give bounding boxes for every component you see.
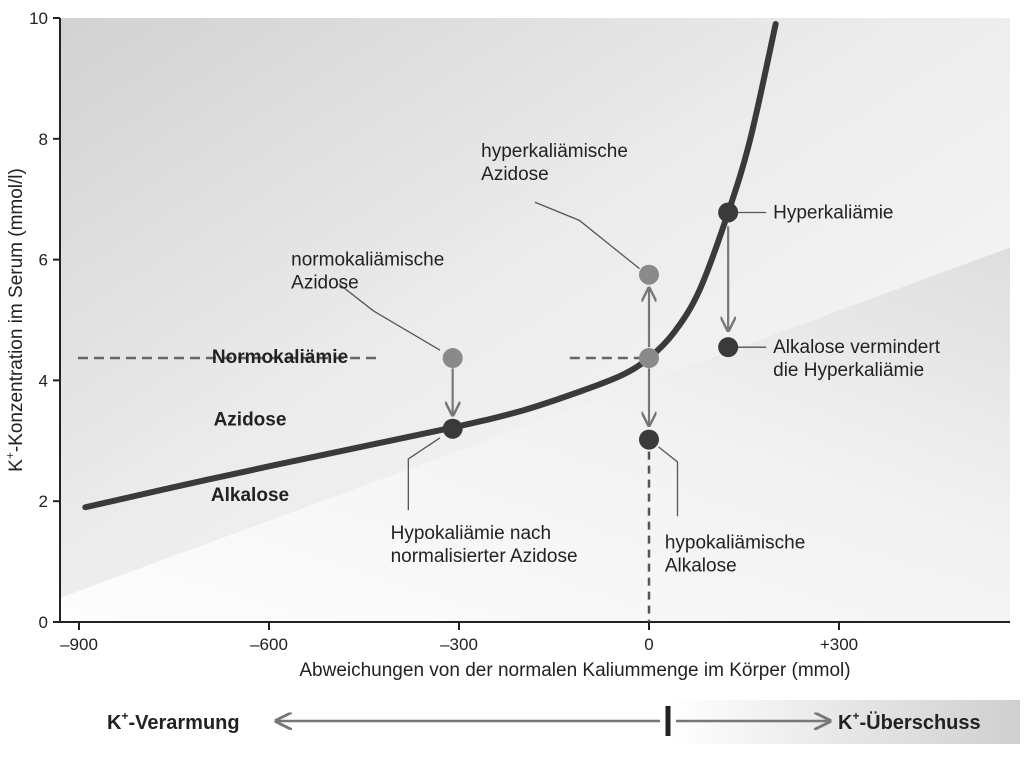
annotation-hypokaliaemie-nach: Hypokaliämie nach normalisierter Azidose: [391, 523, 578, 567]
x-tick-label: –300: [440, 635, 478, 654]
region-label-azidose: Azidose: [214, 410, 287, 431]
point-hypo-nach-azidose: [442, 418, 463, 439]
y-axis-title-sup: +: [3, 452, 17, 459]
data-points: [442, 202, 739, 450]
annotation-line: Hyperkaliämie: [773, 202, 893, 223]
point-hyper-azidose: [639, 264, 659, 285]
y-axis-title-prefix: K: [6, 459, 27, 472]
point-alkalose-vermindert: [718, 337, 739, 358]
axes: 0 2 4 6 8 10 –900 –600 –300 0 +300: [29, 9, 1010, 654]
x-tick-label: 0: [644, 635, 653, 654]
annotation-line: Alkalose: [665, 555, 737, 576]
verarmung-label: K+-Verarmung: [107, 709, 240, 734]
annotation-hyperkaliaemie: Hyperkaliämie: [773, 202, 893, 223]
annotation-alkalose-vermindert: Alkalose vermindert die Hyperkaliämie: [773, 337, 941, 381]
y-tick-label: 2: [39, 492, 48, 511]
leader-normo-azidose: [338, 283, 441, 351]
annotation-line: hypokaliämische: [665, 532, 805, 553]
x-tick-label: +300: [820, 635, 858, 654]
y-tick-label: 8: [39, 130, 48, 149]
leader-lines: [338, 201, 767, 517]
leader-hyper-azidose: [534, 201, 640, 270]
y-tick-label: 4: [39, 371, 48, 390]
annotation-hyperkaliaemische-azidose: hyperkaliämische Azidose: [481, 141, 628, 185]
leader-hypo-nach-azidose: [407, 437, 441, 511]
verarmung-prefix: K: [107, 712, 122, 734]
annotation-line: Azidose: [291, 273, 359, 294]
ueberschuss-prefix: K: [838, 712, 853, 734]
ueberschuss-label: K+-Überschuss: [838, 709, 981, 734]
region-labels: Azidose Alkalose: [211, 410, 289, 507]
annotation-line: normalisierter Azidose: [391, 546, 578, 567]
plot-background: [60, 18, 1010, 622]
annotation-line: normokaliämische: [291, 250, 444, 271]
shift-arrows: [453, 226, 729, 424]
annotation-normokaliaemische-azidose: normokaliämische Azidose: [291, 250, 444, 294]
point-hypo-alkalose: [639, 429, 659, 450]
x-tick-label: –900: [60, 635, 98, 654]
leader-hypo-alkalose: [658, 446, 679, 517]
x-tick-label: –600: [250, 635, 288, 654]
point-normal: [639, 348, 659, 369]
bottom-bar: K+-Verarmung K+-Überschuss: [107, 700, 1020, 744]
guide-lines: [78, 356, 651, 622]
ueberschuss-rest: -Überschuss: [859, 711, 980, 734]
normokaliaemie-label: Normokaliämie: [212, 347, 348, 368]
annotation-line: Alkalose vermindert: [773, 337, 941, 358]
ueberschuss-sup: +: [852, 709, 859, 723]
x-axis-title: Abweichungen von der normalen Kaliummeng…: [299, 660, 850, 681]
point-normo-azidose: [442, 348, 463, 369]
y-tick-label: 0: [39, 613, 48, 632]
annotation-hypokaliaemische-alkalose: hypokaliämische Alkalose: [665, 532, 805, 576]
y-axis-title: K+-Konzentration im Serum (mmol/l): [3, 168, 27, 472]
y-tick-label: 10: [29, 9, 48, 28]
y-tick-label: 6: [39, 251, 48, 270]
verarmung-sup: +: [121, 709, 128, 723]
verarmung-rest: -Verarmung: [128, 712, 239, 734]
point-hyperkaliaemie: [718, 202, 739, 223]
annotation-line: Azidose: [481, 164, 549, 185]
region-label-alkalose: Alkalose: [211, 485, 289, 506]
annotation-line: die Hyperkaliämie: [773, 360, 924, 381]
annotation-line: hyperkaliämische: [481, 141, 628, 162]
annotation-line: Hypokaliämie nach: [391, 523, 552, 544]
y-axis-title-rest: -Konzentration im Serum (mmol/l): [6, 168, 27, 452]
